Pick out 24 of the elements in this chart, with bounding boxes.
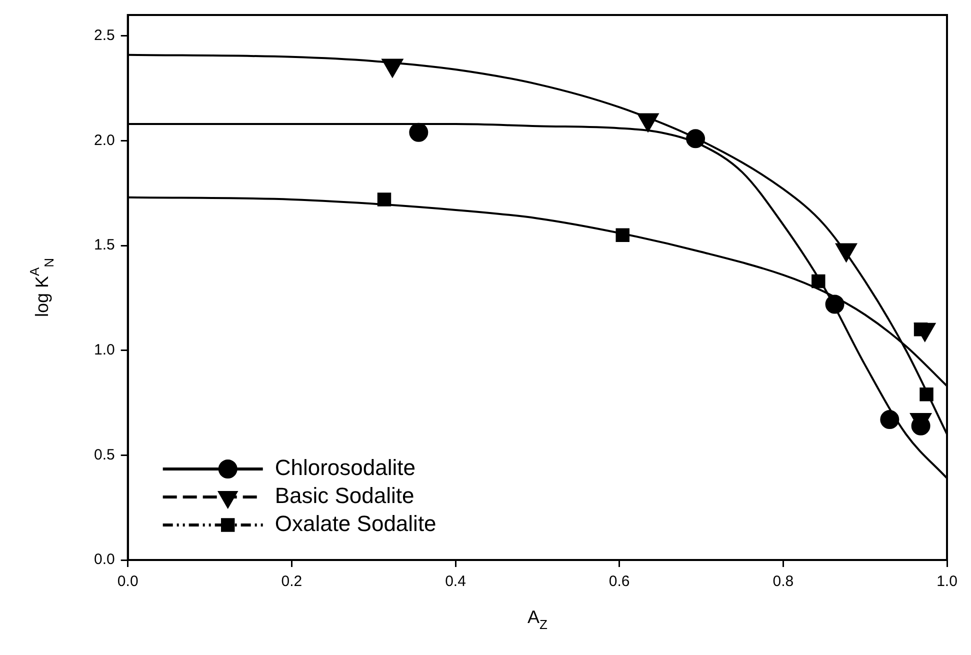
x-tick-label: 0.2 [281, 573, 302, 590]
x-tick-label: 0.4 [445, 573, 466, 590]
legend-label: Chlorosodalite [274, 455, 416, 480]
point [686, 129, 706, 148]
y-tick-label: 2.5 [94, 27, 115, 44]
y-tick-label: 0.0 [94, 551, 115, 568]
x-tick-label: 0.6 [608, 573, 630, 590]
x-tick-label: 0.8 [772, 573, 794, 590]
y-tick-label: 2.0 [94, 132, 115, 149]
point [409, 122, 428, 142]
legend-label: Oxalate Sodalite [274, 511, 436, 536]
point [616, 228, 630, 242]
point [825, 294, 844, 314]
x-tick-label: 1.0 [936, 573, 958, 590]
point [377, 192, 392, 206]
y-tick-label: 1.5 [94, 236, 115, 254]
x-tick-label: 0.0 [117, 573, 138, 590]
point [812, 274, 826, 288]
y-tick-label: 0.5 [94, 446, 115, 464]
point [920, 388, 934, 402]
legend-label: Basic Sodalite [274, 483, 414, 508]
y-tick-label: 1.0 [94, 342, 115, 359]
point [880, 410, 900, 430]
y-axis-title: log KAN [27, 258, 57, 318]
